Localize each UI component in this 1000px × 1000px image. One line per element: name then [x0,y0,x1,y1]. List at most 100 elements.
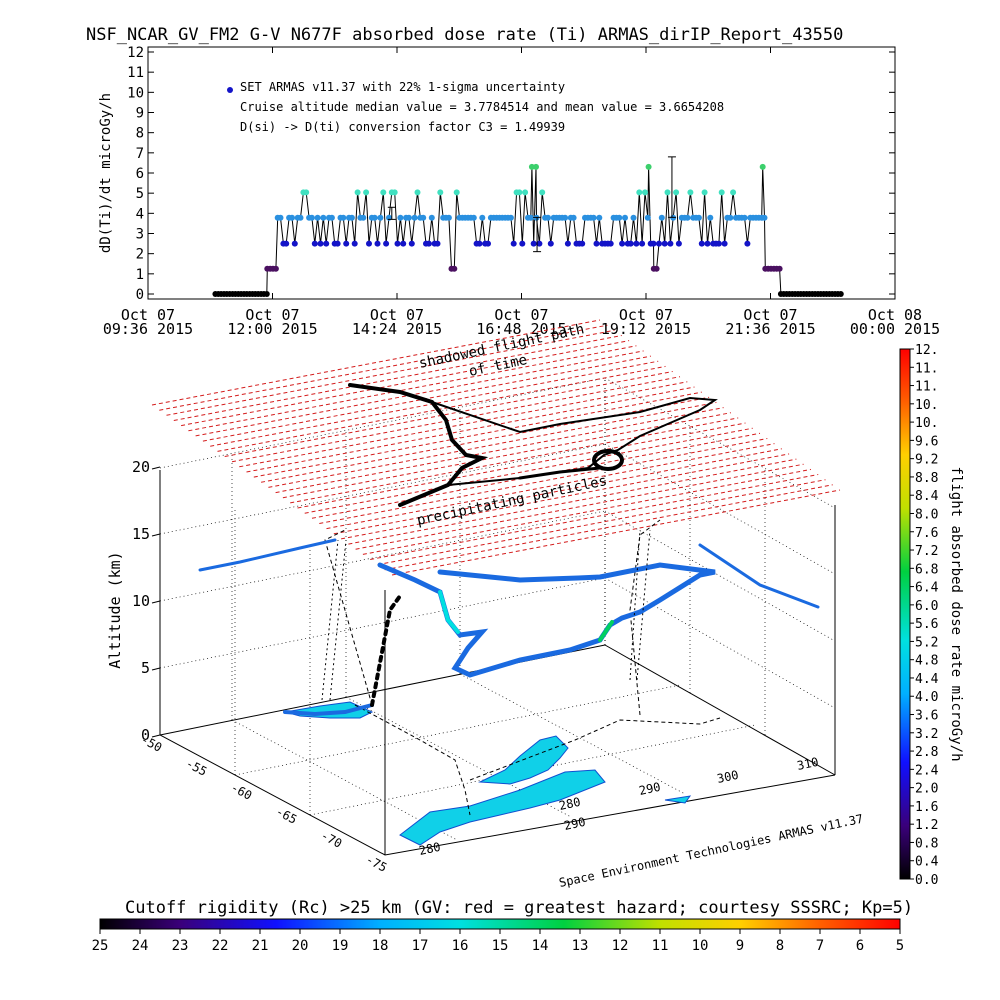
particle-layer-line [253,391,702,478]
rigidity-tick-label: 10 [692,938,709,954]
rigidity-tick-label: 21 [252,938,269,954]
particle-layer-line [181,340,630,427]
y-tick-label: 10 [127,85,144,101]
lon-tick-label-front: 290 [563,815,587,833]
rigidity-tick-label: 11 [652,938,669,954]
dose-rate-point [545,214,551,221]
dose-rate-point [776,265,783,272]
rigidity-tick-label: 15 [492,938,509,954]
y-tick-label: 8 [136,126,144,142]
y-tick-label: 0 [136,287,144,303]
figure-title: NSF_NCAR_GV_FM2 G-V N677F absorbed dose … [86,25,843,45]
dose-rate-point [320,214,327,221]
particle-layer-line [297,422,746,509]
dose-rate-point [570,214,577,221]
particle-layer-line [159,324,608,411]
dose-rate-point [564,240,571,247]
colorbar-tick-label: 8.8 [915,471,938,486]
particle-layer-line [362,468,811,555]
x-tick-label-date: Oct 07 [370,306,424,324]
dose-rate-point [348,214,355,221]
colorbar-tick-label: 4.8 [915,654,938,669]
dose-rate-colorbar-label: flight absorbed dose rate microGy/h [948,466,964,761]
particle-layer-line [231,376,681,463]
dose-rate-point [744,240,751,247]
dose-rate-point [283,240,290,247]
rigidity-tick-label: 8 [776,938,784,954]
dose-rate-point [579,240,586,247]
dose-rate-point [644,214,651,221]
dose-rate-point [673,189,680,196]
dose-rate-colorbar-ticks: 0.0 0.4 0.8 1.2 1.6 2.0 2.4 2.8 3.2 3.6 4.0 4.4 4.8 5… [910,343,939,888]
dose-rate-point [527,214,534,221]
cutoff-rigidity-title: Cutoff rigidity (Rc) >25 km (GV: red = g… [125,898,913,918]
dose-rate-point [317,240,324,247]
lon-tick-label-front: 280 [418,840,442,858]
x-tick-label-time: 00:00 2015 [850,320,940,338]
dose-rate-point [547,240,554,247]
colorbar-tick-label: 0.8 [915,836,938,851]
x-tick-label-time: 16:48 2015 [476,320,566,338]
annotation-set-armas: SET ARMAS v11.37 with 22% 1-sigma uncert… [240,80,565,94]
particle-layer-line [355,463,804,550]
particle-layer-line [173,335,622,421]
dose-rate-point [470,214,477,221]
dose-rate-point [434,240,441,247]
3d-box-frame [159,380,836,856]
dose-rate-point [451,265,458,272]
dose-rate-point [334,240,341,247]
dose-rate-point [593,240,600,247]
particle-layer-line [282,412,731,499]
colorbar-tick-label: 0.0 [915,873,938,888]
particle-layer-line [377,479,826,566]
colorbar-tick-label: 11. [915,380,938,395]
dose-rate-point [371,214,378,221]
x-tick-label-date: Oct 07 [494,306,548,324]
dose-rate-point [675,240,682,247]
dose-rate-point [619,240,626,247]
dose-rate-point [291,240,298,247]
particle-layer-line [333,448,782,535]
shadowed-particle-layer [151,319,841,576]
dose-rate-point [323,240,330,247]
dose-rate-point [308,214,315,221]
dose-rate-point [445,214,452,221]
dose-rate-point [730,189,737,196]
z-tick-mark [151,533,161,537]
dose-rate-point [522,189,529,196]
dose-rate-point [314,214,321,221]
dose-rate-point [507,214,514,221]
dose-rate-point [639,240,646,247]
particle-layer-line [290,417,739,504]
dose-rate-colorbar-gradient [899,348,911,880]
rigidity-tick-label: 23 [172,938,189,954]
dose-rate-point [311,240,318,247]
dose-rate-point [510,240,517,247]
dose-rate-point [519,240,526,247]
dose-rate-point [386,214,392,221]
x-tick-label-date: Oct 08 [868,306,922,324]
dose-rate-point [650,240,657,247]
dose-rate-point [661,240,668,247]
rigidity-tick-label: 25 [92,938,109,954]
dose-rate-point [425,240,432,247]
dose-rate-point [687,189,694,196]
particle-layer-line [246,386,695,473]
dose-rate-point [718,189,725,196]
particle-layer-line [268,401,717,488]
particle-layer-line [304,427,753,514]
rigidity-tick-label: 16 [452,938,469,954]
x-tick-label-date: Oct 07 [743,306,797,324]
z-tick-mark [151,466,161,470]
rigidity-tick-label: 19 [332,938,349,954]
dose-rate-point [759,163,766,170]
dose-rate-point [562,214,569,221]
colorbar-tick-label: 1.6 [915,800,938,815]
rigidity-tick-label: 12 [612,938,629,954]
dose-rate-point [343,240,350,247]
dose-rate-point [642,189,648,196]
z-tick-mark [151,734,161,738]
dose-rate-point [707,214,714,221]
